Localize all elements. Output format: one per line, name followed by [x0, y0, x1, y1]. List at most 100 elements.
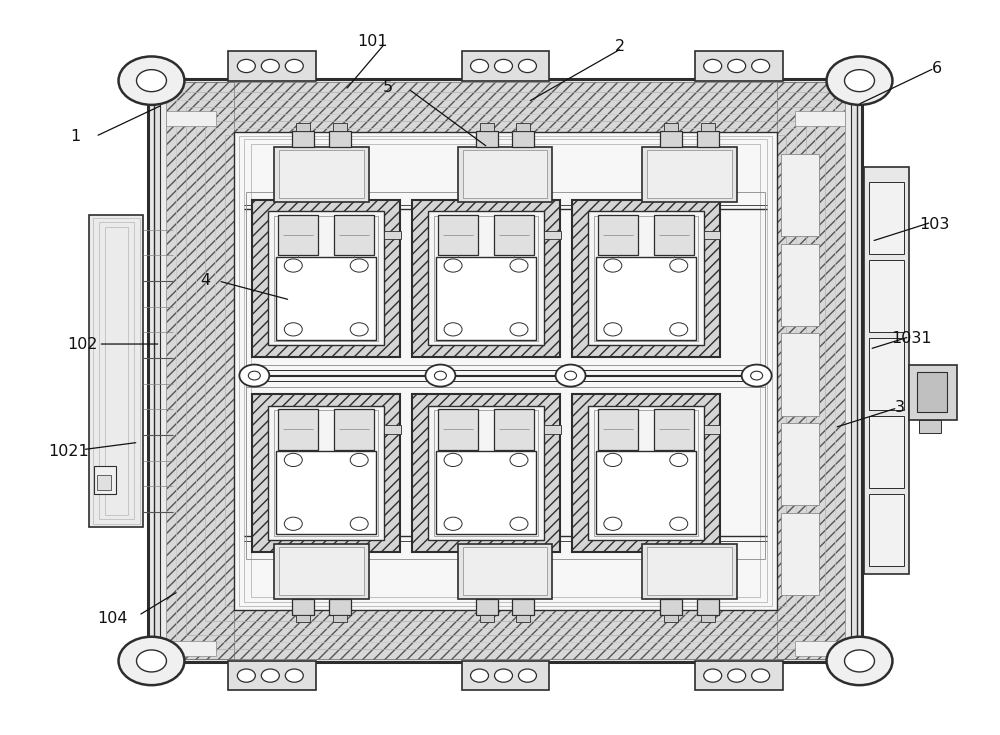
Bar	[384, 231, 401, 240]
Bar	[869, 259, 904, 331]
Bar	[296, 123, 310, 131]
Bar	[909, 365, 957, 420]
Circle shape	[237, 669, 255, 682]
Bar	[329, 131, 351, 147]
Bar	[544, 231, 561, 240]
Bar	[588, 211, 704, 345]
Bar	[252, 394, 400, 552]
Bar	[695, 51, 783, 81]
Bar	[292, 131, 314, 147]
Circle shape	[495, 669, 512, 682]
Bar	[252, 199, 400, 357]
Bar	[476, 598, 498, 614]
Circle shape	[248, 371, 260, 380]
Bar	[329, 598, 351, 614]
Circle shape	[518, 669, 536, 682]
Bar	[917, 372, 947, 412]
Bar	[594, 215, 698, 341]
Bar	[93, 218, 140, 524]
Circle shape	[604, 323, 622, 336]
Bar	[480, 614, 494, 622]
Bar	[572, 394, 720, 552]
Bar	[244, 140, 767, 602]
Circle shape	[444, 453, 462, 467]
Circle shape	[425, 365, 455, 387]
Bar	[463, 548, 547, 595]
Bar	[664, 123, 678, 131]
Bar	[647, 548, 732, 595]
Bar	[516, 614, 530, 622]
Bar	[777, 82, 845, 659]
Bar	[428, 211, 544, 345]
Text: 101: 101	[357, 34, 387, 49]
Circle shape	[742, 365, 772, 387]
Circle shape	[752, 669, 770, 682]
Circle shape	[261, 669, 279, 682]
Bar	[512, 131, 534, 147]
Bar	[642, 147, 737, 201]
Circle shape	[350, 323, 368, 336]
Bar	[795, 641, 845, 656]
Bar	[166, 82, 845, 132]
Bar	[462, 661, 549, 690]
Circle shape	[670, 517, 688, 531]
Bar	[704, 425, 720, 434]
Circle shape	[239, 365, 269, 387]
Bar	[166, 82, 234, 659]
Bar	[596, 451, 696, 534]
Bar	[274, 544, 369, 598]
Circle shape	[350, 453, 368, 467]
Bar	[697, 598, 719, 614]
Bar	[434, 215, 538, 341]
Circle shape	[604, 517, 622, 531]
Circle shape	[350, 259, 368, 272]
Circle shape	[670, 323, 688, 336]
Circle shape	[704, 60, 722, 73]
Bar	[333, 123, 347, 131]
Bar	[781, 244, 819, 326]
Bar	[598, 215, 638, 255]
Circle shape	[137, 650, 166, 672]
Circle shape	[444, 259, 462, 272]
Circle shape	[704, 669, 722, 682]
Circle shape	[119, 637, 184, 685]
Text: 1031: 1031	[891, 331, 932, 345]
Bar	[148, 79, 862, 662]
Bar	[458, 544, 552, 598]
Bar	[160, 88, 851, 653]
Text: 6: 6	[932, 61, 942, 76]
Bar	[268, 211, 384, 345]
Circle shape	[670, 259, 688, 272]
Circle shape	[285, 60, 303, 73]
Bar	[494, 215, 534, 255]
Circle shape	[471, 60, 489, 73]
Circle shape	[237, 60, 255, 73]
Circle shape	[444, 323, 462, 336]
Circle shape	[137, 70, 166, 92]
Circle shape	[827, 637, 892, 685]
Bar	[462, 51, 549, 81]
Circle shape	[510, 517, 528, 531]
Bar	[476, 131, 498, 147]
Bar	[166, 609, 845, 659]
Bar	[781, 333, 819, 415]
Circle shape	[845, 70, 874, 92]
Bar	[647, 151, 732, 198]
Bar	[660, 131, 682, 147]
Bar	[278, 409, 318, 450]
Text: 103: 103	[919, 217, 950, 232]
Bar	[544, 425, 561, 434]
Bar	[89, 215, 143, 527]
Bar	[276, 257, 376, 340]
Circle shape	[751, 371, 763, 380]
Bar	[598, 409, 638, 450]
Circle shape	[119, 57, 184, 105]
Bar	[296, 614, 310, 622]
Bar	[166, 641, 216, 656]
Bar	[333, 614, 347, 622]
Bar	[695, 661, 783, 690]
Bar	[166, 112, 216, 126]
Bar	[292, 598, 314, 614]
Bar	[228, 51, 316, 81]
Bar	[436, 451, 536, 534]
